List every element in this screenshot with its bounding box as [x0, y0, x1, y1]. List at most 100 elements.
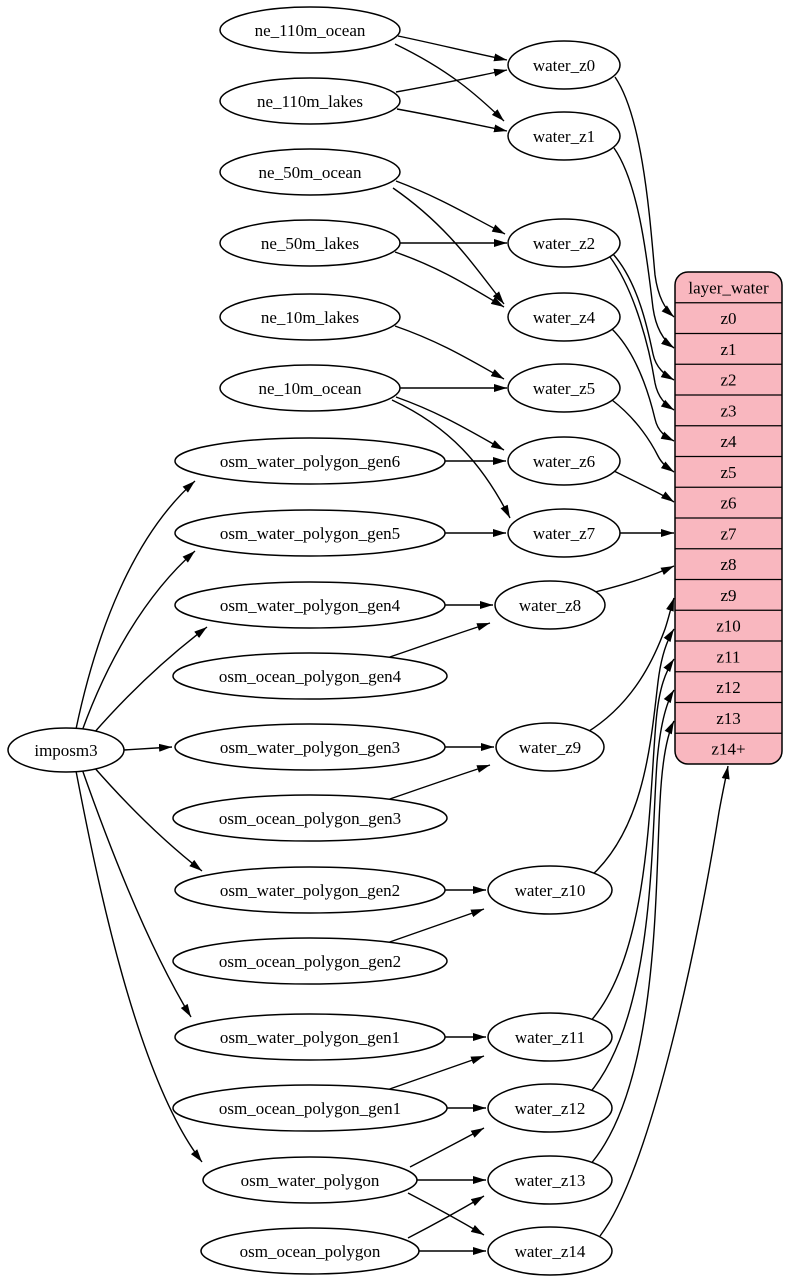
- layer-water-row-z14plus: z14+: [711, 740, 745, 759]
- node-label-water_z2: water_z2: [533, 234, 595, 253]
- layer-water-row-z7: z7: [720, 524, 737, 543]
- node-ellipse-water_z1: [507, 111, 621, 161]
- node-ellipse-osm_water_polygon_gen5: [174, 509, 446, 557]
- node-ne_110m_lakes: ne_110m_lakes: [219, 77, 401, 125]
- node-water_z10: water_z10: [487, 865, 613, 915]
- layer-water-row-z8: z8: [720, 555, 736, 574]
- node-osm_water_polygon_gen3: osm_water_polygon_gen3: [174, 723, 446, 771]
- node-label-osm_water_polygon_gen1: osm_water_polygon_gen1: [220, 1028, 400, 1047]
- node-water_z6: water_z6: [507, 436, 621, 486]
- node-osm_water_polygon_gen1: osm_water_polygon_gen1: [174, 1013, 446, 1061]
- node-label-osm_water_polygon_gen2: osm_water_polygon_gen2: [220, 881, 400, 900]
- edge-imposm3-to-osm_water_polygon_gen4: [92, 626, 208, 735]
- node-label-ne_50m_ocean: ne_50m_ocean: [259, 163, 362, 182]
- node-ellipse-water_z11: [487, 1012, 613, 1062]
- node-label-osm_water_polygon_gen4: osm_water_polygon_gen4: [220, 596, 401, 615]
- layer-water-row-z9: z9: [720, 586, 736, 605]
- edge-osm_ocean_polygon_gen3-to-water_z9: [383, 764, 491, 802]
- node-ne_10m_ocean: ne_10m_ocean: [219, 364, 401, 412]
- edge-ne_10m_ocean-to-water_z7: [391, 399, 511, 519]
- edge-ne_10m_lakes-to-water_z5: [394, 325, 505, 380]
- node-water_z14: water_z14: [487, 1226, 613, 1276]
- node-osm_water_polygon: osm_water_polygon: [202, 1156, 418, 1204]
- node-label-osm_ocean_polygon_gen4: osm_ocean_polygon_gen4: [219, 667, 402, 686]
- node-ellipse-osm_water_polygon: [202, 1156, 418, 1204]
- edge-imposm3-to-osm_water_polygon_gen2: [92, 765, 203, 872]
- node-ellipse-water_z4: [507, 292, 621, 342]
- node-label-ne_10m_lakes: ne_10m_lakes: [261, 308, 359, 327]
- node-water_z11: water_z11: [487, 1012, 613, 1062]
- edge-water_z2-to-z2: [612, 253, 675, 381]
- node-osm_water_polygon_gen2: osm_water_polygon_gen2: [174, 866, 446, 914]
- node-ellipse-osm_water_polygon_gen4: [174, 581, 446, 629]
- node-ellipse-osm_water_polygon_gen2: [174, 866, 446, 914]
- node-ellipse-ne_110m_lakes: [219, 77, 401, 125]
- node-water_z0: water_z0: [507, 40, 621, 90]
- node-ellipse-ne_110m_ocean: [219, 6, 401, 54]
- nodes-layer: imposm3 ne_110m_ocean ne_110m_lakes ne_50m_…: [7, 6, 621, 1276]
- edge-osm_water_polygon-to-water_z14: [407, 1192, 485, 1236]
- layer-water-row-z6: z6: [720, 494, 736, 513]
- edge-water_z13-to-z13: [587, 720, 675, 1168]
- node-ne_50m_lakes: ne_50m_lakes: [219, 219, 401, 267]
- layer-water-row-z10: z10: [716, 617, 741, 636]
- node-label-ne_110m_ocean: ne_110m_ocean: [255, 21, 366, 40]
- node-ellipse-osm_ocean_polygon: [200, 1227, 420, 1275]
- layer-water-table: layer_water z0 z1 z2 z3 z4 z5 z6 z7 z8 z9 z10 z11 z12…: [674, 271, 783, 765]
- edge-water_z11-to-z11: [587, 658, 675, 1025]
- node-label-water_z6: water_z6: [533, 452, 595, 471]
- edge-osm_ocean_polygon_gen1-to-water_z11: [383, 1055, 485, 1092]
- layer-water-row-z13: z13: [716, 709, 741, 728]
- edge-ne_110m_ocean-to-water_z1: [394, 43, 505, 122]
- node-label-osm_water_polygon_gen6: osm_water_polygon_gen6: [220, 452, 400, 471]
- node-ne_110m_ocean: ne_110m_ocean: [219, 6, 401, 54]
- node-ellipse-water_z9: [495, 722, 605, 772]
- node-water_z8: water_z8: [494, 580, 606, 630]
- edge-ne_50m_ocean-to-water_z4: [392, 187, 505, 305]
- node-label-water_z13: water_z13: [515, 1171, 586, 1190]
- node-label-ne_110m_lakes: ne_110m_lakes: [257, 92, 363, 111]
- node-ellipse-water_z8: [494, 580, 606, 630]
- node-label-ne_50m_lakes: ne_50m_lakes: [261, 234, 359, 253]
- node-osm_ocean_polygon_gen2: osm_ocean_polygon_gen2: [172, 937, 448, 985]
- node-ellipse-ne_10m_lakes: [219, 293, 401, 341]
- node-ellipse-water_z2: [507, 218, 621, 268]
- edge-water_z4-to-z4: [611, 328, 675, 442]
- edge-water_z6-to-z6: [613, 470, 675, 503]
- layer-water-row-z1: z1: [720, 340, 736, 359]
- node-label-water_z12: water_z12: [515, 1099, 586, 1118]
- node-water_z1: water_z1: [507, 111, 621, 161]
- node-ellipse-water_z5: [507, 363, 621, 413]
- edge-ne_110m_lakes-to-water_z0: [395, 68, 508, 93]
- layer-water-row-z4: z4: [720, 432, 737, 451]
- edges-layer: [75, 35, 730, 1255]
- node-label-water_z1: water_z1: [533, 127, 595, 146]
- node-ellipse-osm_ocean_polygon_gen2: [172, 937, 448, 985]
- edge-osm_water_polygon-to-water_z12: [409, 1127, 485, 1168]
- layer-water-row-z2: z2: [720, 371, 736, 390]
- node-ellipse-osm_ocean_polygon_gen4: [172, 652, 448, 700]
- layer-water-row-z0: z0: [720, 309, 736, 328]
- node-label-osm_ocean_polygon: osm_ocean_polygon: [240, 1242, 381, 1261]
- node-label-water_z10: water_z10: [515, 881, 586, 900]
- node-label-osm_water_polygon: osm_water_polygon: [241, 1171, 380, 1190]
- node-ellipse-imposm3: [7, 727, 125, 773]
- node-ellipse-water_z10: [487, 865, 613, 915]
- edge-water_z9-to-z9: [585, 597, 675, 734]
- node-ellipse-ne_50m_lakes: [219, 219, 401, 267]
- layer-water-row-z3: z3: [720, 401, 736, 420]
- edge-water_z2-to-z3: [609, 256, 675, 411]
- node-label-osm_water_polygon_gen5: osm_water_polygon_gen5: [220, 524, 400, 543]
- node-ellipse-water_z14: [487, 1226, 613, 1276]
- node-ellipse-water_z12: [487, 1083, 613, 1133]
- layer-water-row-z11: z11: [717, 647, 741, 666]
- edge-water_z0-to-z0: [614, 76, 675, 318]
- edge-imposm3-to-osm_water_polygon_gen5: [81, 550, 196, 732]
- node-ellipse-ne_50m_ocean: [219, 148, 401, 196]
- edge-ne_50m_ocean-to-water_z2: [395, 180, 506, 235]
- node-ellipse-water_z0: [507, 40, 621, 90]
- edge-osm_ocean_polygon_gen4-to-water_z8: [383, 622, 491, 660]
- node-label-water_z4: water_z4: [533, 308, 596, 327]
- node-osm_water_polygon_gen6: osm_water_polygon_gen6: [174, 437, 446, 485]
- node-ellipse-osm_water_polygon_gen3: [174, 723, 446, 771]
